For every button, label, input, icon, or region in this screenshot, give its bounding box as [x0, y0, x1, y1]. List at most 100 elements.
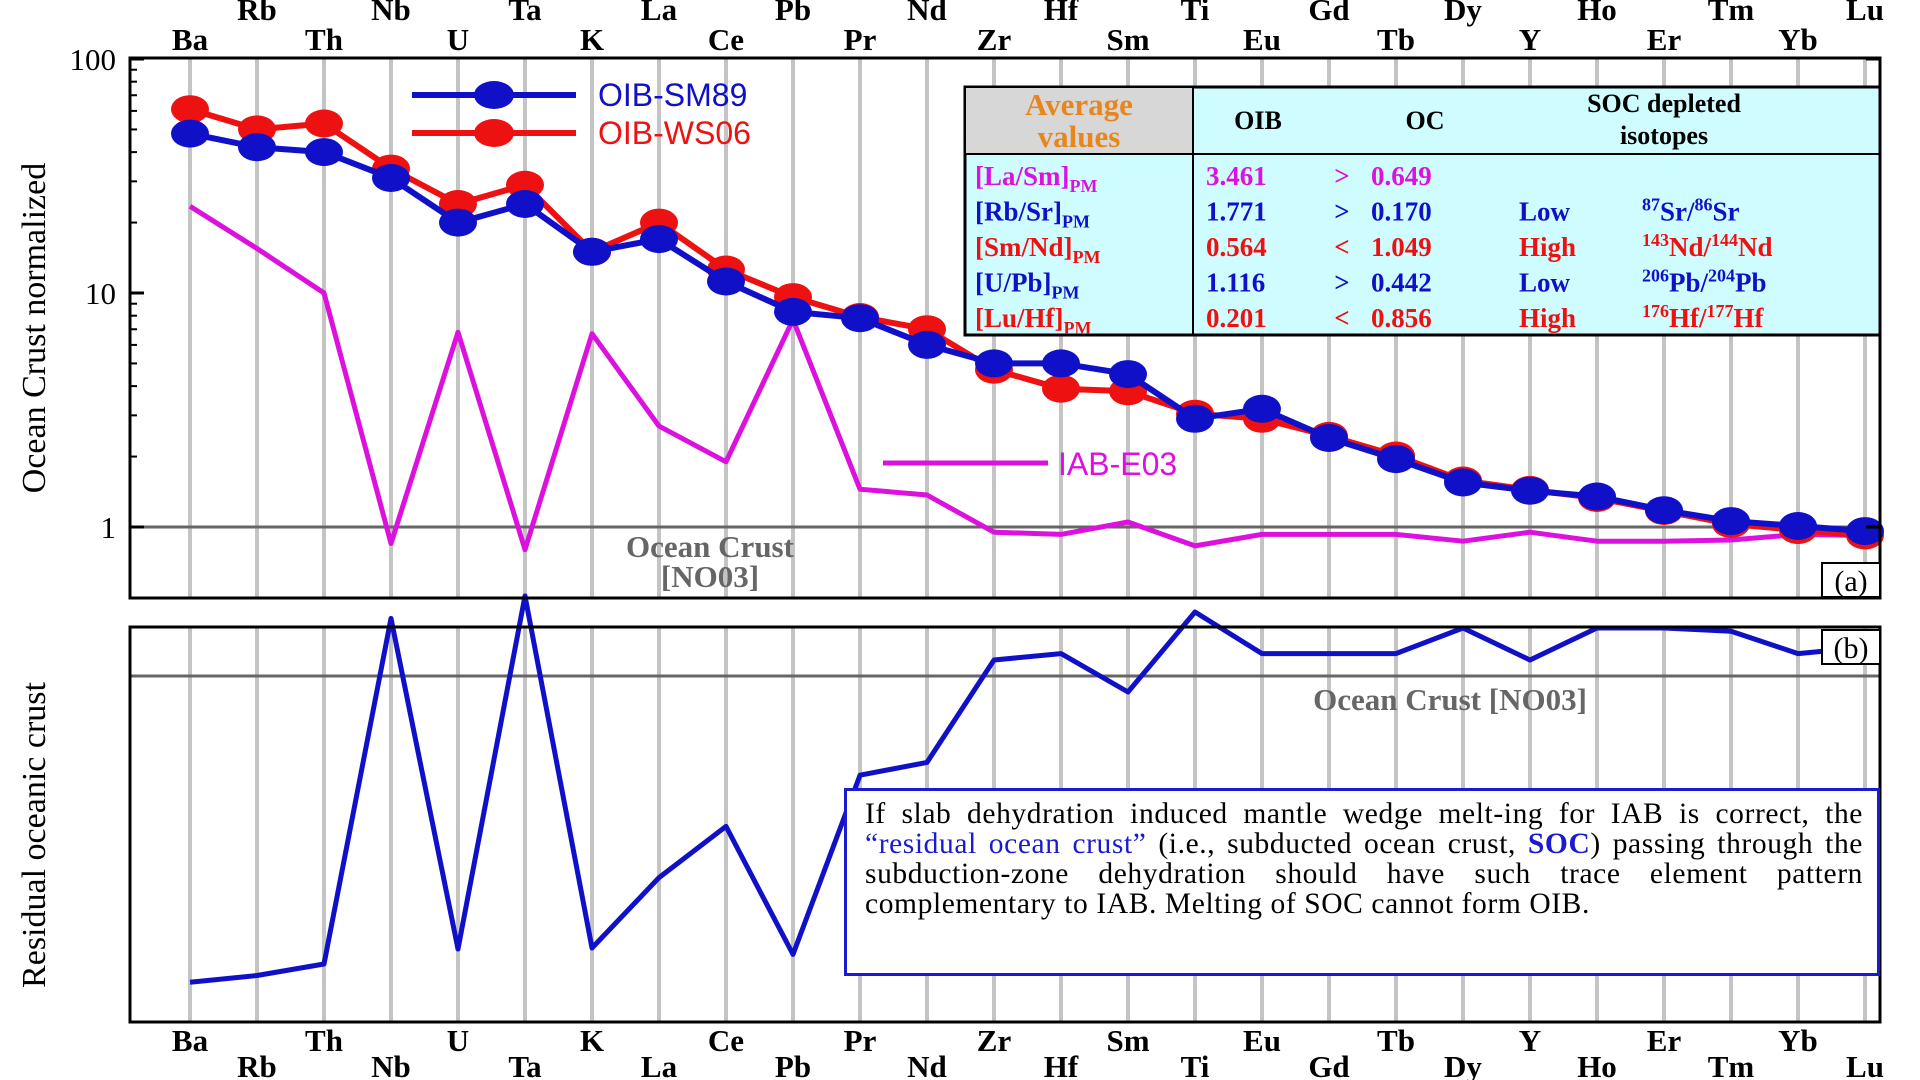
data-point-oib-sm89-th	[305, 138, 343, 167]
data-point-oib-sm89-tb	[1377, 445, 1415, 474]
table-compare-luhf: <	[1334, 303, 1349, 333]
table-row-luhf: [Lu/Hf]PM 0.201 <0.856 High 176Hf/177Hf	[975, 301, 1765, 338]
top-axis-label-hf: Hf	[1044, 0, 1079, 27]
table-col-oc: OC	[1406, 106, 1445, 135]
top-axis-label-sm: Sm	[1106, 22, 1149, 57]
table-oc-value-lasm: 0.649	[1371, 161, 1432, 191]
top-axis-label-la: La	[641, 0, 678, 27]
note-text-3: ) passing through the subduction-zone de…	[865, 828, 1863, 920]
table-col-soc-line1: SOC depleted	[1587, 89, 1741, 118]
data-point-oib-sm89-ce	[707, 267, 745, 296]
data-point-oib-sm89-nd	[908, 330, 946, 359]
table-header-cell	[964, 86, 1194, 155]
top-axis-label-nd: Nd	[907, 0, 947, 27]
data-point-oib-sm89-rb	[238, 133, 276, 162]
table-col-soc-line2: isotopes	[1620, 121, 1708, 150]
bottom-axis-label-yb: Yb	[1778, 1023, 1818, 1058]
bottom-axis-label-ho: Ho	[1577, 1049, 1617, 1080]
table-level-smnd: High	[1519, 232, 1576, 262]
top-axis-label-k: K	[580, 22, 604, 57]
note-highlight-residual: “residual ocean crust”	[865, 828, 1147, 860]
bottom-axis-label-ta: Ta	[508, 1049, 542, 1080]
panel-b-series	[189, 593, 1866, 985]
data-point-oib-ws06-ba	[171, 95, 209, 124]
panel-b-tag: (b)	[1821, 629, 1881, 665]
bottom-axis-label-pr: Pr	[844, 1023, 877, 1058]
table-row-smnd: [Sm/Nd]PM 0.564 <1.049 High 143Nd/144Nd	[975, 230, 1773, 267]
panel-a-y-ticks: 1 10 100	[70, 42, 1880, 545]
top-axis-label-dy: Dy	[1444, 0, 1482, 27]
table-isotope-luhf: 176Hf/177Hf	[1642, 301, 1765, 333]
explanation-note: If slab dehydration induced mantle wedge…	[844, 788, 1880, 976]
data-point-oib-sm89-nb	[372, 164, 410, 192]
data-point-oib-sm89-pb	[774, 297, 812, 326]
data-point-oib-sm89-ta	[506, 190, 544, 218]
data-point-oib-sm89-ho	[1578, 482, 1616, 511]
bottom-axis-label-ba: Ba	[172, 1023, 209, 1058]
table-level-upb: Low	[1519, 268, 1571, 298]
data-point-oib-ws06-ta	[506, 170, 544, 199]
data-point-oib-sm89-y	[1511, 476, 1549, 505]
bottom-axis-label-tm: Tm	[1708, 1049, 1755, 1080]
data-point-oib-sm89-gd	[1310, 424, 1348, 452]
bottom-axis-label-lu: Lu	[1846, 1049, 1884, 1080]
data-point-oib-sm89-hf	[1042, 349, 1080, 378]
table-oib-value-upb: 1.116	[1206, 268, 1265, 298]
bottom-axis-label-y: Y	[1519, 1023, 1541, 1058]
note-text-1: If slab dehydration induced mantle wedge…	[865, 798, 1863, 830]
panel-a-tag: (a)	[1821, 562, 1881, 598]
bottom-axis-label-dy: Dy	[1444, 1049, 1482, 1080]
top-axis-label-tb: Tb	[1377, 22, 1415, 57]
legend-oib-ws06-label: OIB-WS06	[598, 115, 751, 151]
table-title-line1: Average	[1025, 87, 1133, 122]
bottom-axis-label-tb: Tb	[1377, 1023, 1415, 1058]
table-row-lasm: [La/Sm]PM 3.461 >0.649	[975, 161, 1432, 196]
panel-a-reference-label-line1: Ocean Crust	[626, 529, 795, 564]
data-point-oib-ws06-hf	[1042, 374, 1080, 403]
table-col-oib: OIB	[1234, 106, 1282, 135]
data-point-oib-sm89-dy	[1444, 468, 1482, 497]
top-axis-label-tm: Tm	[1708, 0, 1755, 27]
top-axis-label-ba: Ba	[172, 22, 209, 57]
data-point-oib-sm89-ti	[1176, 404, 1214, 433]
bottom-axis-label-er: Er	[1647, 1023, 1682, 1058]
data-point-oib-sm89-ba	[171, 119, 209, 148]
data-point-oib-sm89-k	[573, 237, 611, 266]
table-oib-value-smnd: 0.564	[1206, 232, 1267, 262]
top-axis-label-ce: Ce	[708, 22, 744, 57]
series-line-iab-e03	[188, 204, 1866, 553]
data-point-oib-ws06-th	[305, 109, 343, 138]
table-ratio-rbsr: [Rb/Sr]PM	[975, 197, 1090, 232]
panel-b-frame	[128, 625, 1882, 1024]
legend-oib-sm89-marker	[474, 81, 514, 109]
table-ratio-smnd: [Sm/Nd]PM	[975, 232, 1101, 267]
data-point-oib-sm89-tm	[1712, 507, 1750, 536]
legend-oib-sm89-label: OIB-SM89	[598, 77, 747, 113]
top-axis-label-gd: Gd	[1308, 0, 1349, 27]
table-title-line2: values	[1038, 119, 1121, 154]
data-point-oib-sm89-er	[1645, 496, 1683, 525]
top-axis-label-yb: Yb	[1778, 22, 1818, 57]
legend-oib-ws06-marker	[474, 119, 514, 147]
series-line-residual-oceanic-crust	[189, 593, 1866, 985]
bottom-axis-label-k: K	[580, 1023, 604, 1058]
bottom-axis-label-pb: Pb	[775, 1049, 811, 1080]
data-point-oib-sm89-u	[439, 208, 477, 237]
table-ratio-luhf: [Lu/Hf]PM	[975, 303, 1092, 338]
svg-text:(a): (a)	[1834, 565, 1867, 598]
top-axis-label-ti: Ti	[1181, 0, 1210, 27]
y-tick-label-1: 1	[101, 510, 117, 545]
top-axis-label-pr: Pr	[844, 22, 877, 57]
data-point-oib-sm89-yb	[1779, 512, 1817, 540]
top-axis-label-eu: Eu	[1243, 22, 1281, 57]
top-axis-label-er: Er	[1647, 22, 1682, 57]
data-point-oib-sm89-zr	[975, 349, 1013, 378]
bottom-axis-label-nb: Nb	[371, 1049, 411, 1080]
bottom-axis-label-eu: Eu	[1243, 1023, 1281, 1058]
table-isotope-upb: 206Pb/204Pb	[1642, 266, 1767, 298]
top-axis-label-zr: Zr	[977, 22, 1012, 57]
table-ratio-lasm: [La/Sm]PM	[975, 161, 1097, 196]
bottom-axis-label-ce: Ce	[708, 1023, 744, 1058]
table-oib-value-lasm: 3.461	[1206, 161, 1267, 191]
